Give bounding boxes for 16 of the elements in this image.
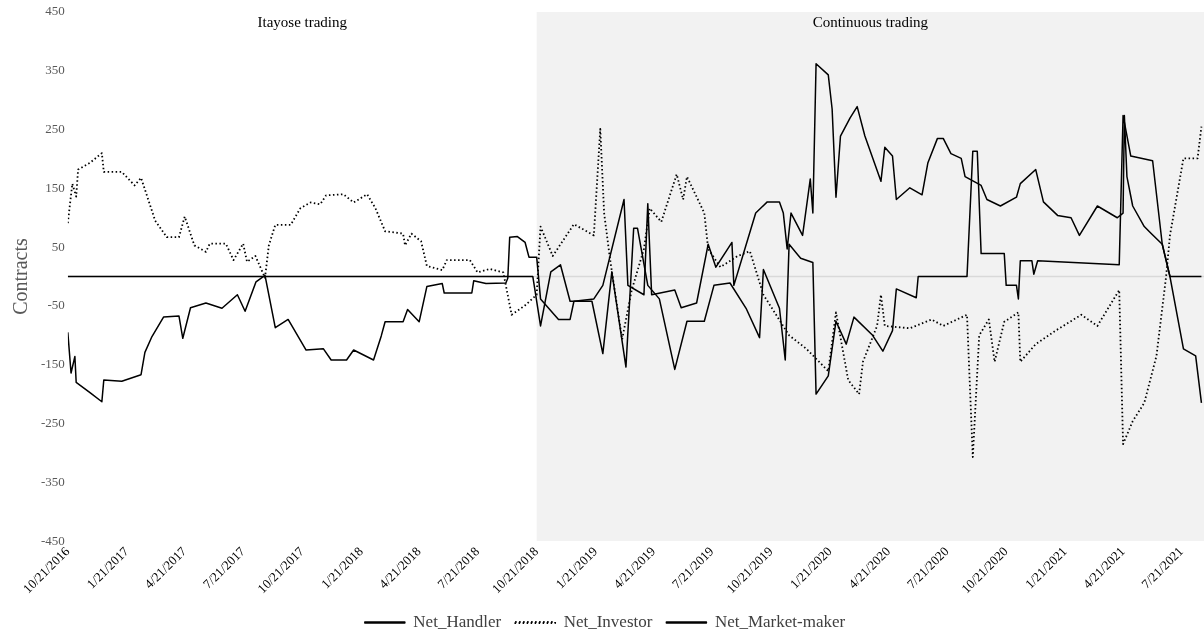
y-tick-label: -50 — [47, 297, 65, 313]
legend-label: Net_Handler — [413, 611, 502, 631]
legend-label: Net_Market-maker — [714, 611, 846, 631]
y-tick-label: -350 — [40, 473, 65, 489]
y-tick-label: 150 — [45, 179, 65, 195]
y-tick-label: -150 — [40, 356, 65, 372]
annotation: Itayose trading — [257, 14, 348, 31]
y-tick-label: 450 — [45, 3, 65, 19]
y-tick-label: -450 — [40, 532, 65, 548]
y-tick-label: 250 — [45, 121, 65, 136]
y-tick-label: 50 — [51, 238, 65, 254]
y-tick-label: -250 — [40, 414, 65, 430]
legend-label: Net_Investor — [563, 611, 653, 631]
y-tick-label: 350 — [45, 62, 65, 78]
band-label: Continuous trading — [812, 14, 929, 31]
y-axis-title: Contracts — [9, 238, 32, 315]
